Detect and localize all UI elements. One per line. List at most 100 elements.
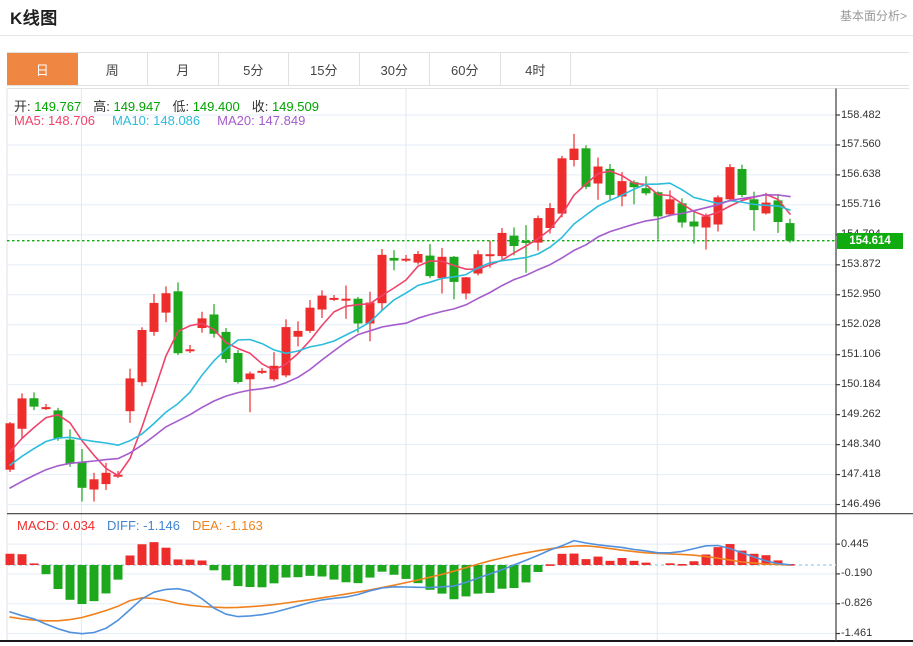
macd-bar-2 [29, 563, 39, 566]
candle-body-57 [689, 221, 699, 227]
tab-4时[interactable]: 4时 [500, 53, 571, 85]
ohlc-1: 高: 149.947 [93, 99, 161, 114]
macd-bar-12 [149, 542, 159, 565]
macd-bar-52 [629, 560, 639, 565]
candle-body-22 [269, 365, 279, 380]
candle-body-61 [737, 169, 747, 196]
macd-bar-15 [185, 559, 195, 565]
header-divider [0, 35, 913, 36]
price-axis-label: 153.872 [841, 258, 881, 271]
candle-body-17 [209, 314, 219, 334]
ma-info-row: MA5: 148.706 MA10: 148.086 MA20: 147.849 [14, 113, 322, 128]
macd-bar-64 [773, 560, 783, 565]
ohlc-0: 开: 149.767 [14, 99, 82, 114]
candle-body-3 [41, 407, 51, 410]
macd-bar-30 [365, 565, 375, 578]
macd-bar-49 [593, 556, 603, 565]
candle-body-30 [365, 302, 375, 324]
tab-60分[interactable]: 60分 [430, 53, 501, 85]
macd-bar-56 [677, 564, 687, 566]
tab-15分[interactable]: 15分 [289, 53, 360, 85]
price-axis-label: 156.638 [841, 168, 881, 181]
candle-body-10 [125, 378, 135, 412]
macd-bar-5 [65, 565, 75, 600]
tab-30分[interactable]: 30分 [359, 53, 430, 85]
candle-body-5 [65, 439, 75, 464]
macd-bar-25 [305, 565, 315, 576]
candle-body-44 [533, 218, 543, 243]
macd-bar-16 [197, 560, 207, 565]
candle-body-38 [461, 277, 471, 294]
macd-bar-55 [665, 563, 675, 565]
candle-body-18 [221, 331, 231, 360]
candle-body-54 [653, 192, 663, 217]
candle-body-36 [437, 256, 447, 279]
fundamental-analysis-link[interactable]: 基本面分析> [839, 9, 907, 23]
macd-bar-58 [701, 554, 711, 565]
macd-0: MACD: 0.034 [17, 518, 96, 533]
macd-bar-10 [125, 555, 135, 565]
candle-body-49 [593, 166, 603, 184]
candle-body-39 [473, 254, 483, 274]
macd-bar-11 [137, 544, 147, 565]
macd-bar-1 [17, 554, 27, 565]
macd-bar-48 [581, 559, 591, 565]
ohlc-2: 低: 149.400 [172, 99, 240, 114]
macd-bar-20 [245, 565, 255, 587]
tab-周[interactable]: 周 [77, 53, 148, 85]
ma-0: MA5: 148.706 [14, 113, 95, 128]
macd-bar-23 [281, 565, 291, 578]
macd-bar-24 [293, 565, 303, 578]
macd-bar-0 [5, 553, 15, 565]
macd-bar-18 [221, 565, 231, 581]
macd-bar-8 [101, 565, 111, 594]
candle-body-4 [53, 410, 63, 439]
candle-body-40 [485, 254, 495, 257]
macd-bar-40 [485, 565, 495, 593]
macd-bar-3 [41, 565, 51, 575]
macd-bar-22 [269, 565, 279, 584]
candle-body-65 [785, 223, 795, 241]
macd-axis-label: 0.445 [841, 537, 869, 550]
macd-bar-13 [161, 547, 171, 565]
macd-bar-50 [605, 560, 615, 565]
macd-bar-46 [557, 553, 567, 565]
ma-line-MA20 [9, 194, 791, 489]
candle-body-20 [245, 373, 255, 380]
macd-axis-label: -1.461 [841, 627, 873, 640]
macd-bar-34 [413, 565, 423, 584]
macd-bar-4 [53, 565, 63, 590]
macd-bar-31 [377, 565, 387, 572]
price-axis-label: 148.340 [841, 438, 881, 451]
candle-body-21 [257, 370, 267, 373]
macd-bar-41 [497, 565, 507, 589]
candle-body-28 [341, 298, 351, 301]
candle-body-19 [233, 352, 243, 382]
period-tabbar: 日周月 5分 15分 30分 60分 4时 [7, 52, 909, 86]
macd-bar-53 [641, 562, 651, 565]
candle-body-1 [17, 398, 27, 429]
candle-body-34 [413, 254, 423, 263]
tab-日[interactable]: 日 [7, 53, 78, 85]
tab-月[interactable]: 月 [148, 53, 219, 85]
candle-body-12 [149, 302, 159, 332]
tab-5分[interactable]: 5分 [218, 53, 289, 85]
candle-body-48 [581, 148, 591, 187]
candle-body-46 [557, 158, 567, 214]
macd-bar-42 [509, 565, 519, 589]
macd-bar-59 [713, 547, 723, 565]
macd-axis-label: -0.826 [841, 597, 873, 610]
macd-bar-45 [545, 564, 555, 566]
candle-body-45 [545, 208, 555, 229]
candle-body-37 [449, 256, 459, 282]
candle-body-25 [305, 307, 315, 331]
candle-body-14 [173, 291, 183, 354]
candle-body-23 [281, 327, 291, 376]
ma-1: MA10: 148.086 [111, 113, 201, 128]
candle-body-7 [89, 479, 99, 490]
macd-bar-19 [233, 565, 243, 587]
candle-body-41 [497, 232, 507, 257]
candle-body-8 [101, 472, 111, 485]
price-axis-label: 150.184 [841, 378, 881, 391]
